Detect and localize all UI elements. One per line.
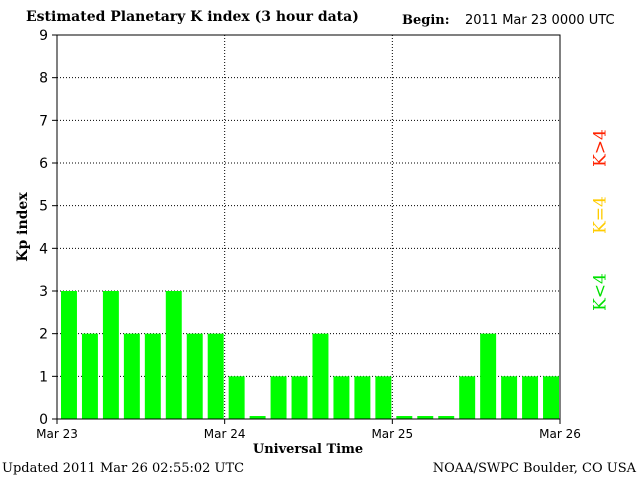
legend-item-1: K=4 (591, 196, 611, 234)
plot-frame (56, 34, 561, 420)
bar-12 (312, 333, 329, 419)
bar-7 (207, 333, 224, 419)
bar-16 (396, 416, 413, 419)
bar-14 (354, 376, 371, 419)
bar-3 (123, 333, 140, 419)
y-axis-ticks: 0 1 2 3 4 5 6 7 8 9 (39, 28, 57, 428)
y-tick-label-4: 4 (39, 241, 48, 257)
bar-2 (102, 291, 119, 419)
bar-8 (228, 376, 245, 419)
y-axis-label: Kp index (15, 192, 31, 262)
chart-title: Estimated Planetary K index (3 hour data… (26, 9, 359, 25)
legend-item-2: K>4 (591, 129, 611, 167)
legend: K<4 K=4 K>4 (591, 129, 611, 311)
y-tick-label-0: 0 (39, 412, 48, 428)
bar-4 (144, 333, 161, 419)
y-tick-label-8: 8 (39, 71, 48, 87)
bar-21 (501, 376, 518, 419)
bar-6 (186, 333, 203, 419)
y-tick-label-6: 6 (39, 156, 48, 172)
bar-19 (459, 376, 476, 419)
begin-label: Begin: (402, 13, 450, 28)
y-tick-label-9: 9 (39, 28, 48, 44)
bar-20 (480, 333, 497, 419)
y-tick-label-7: 7 (39, 113, 48, 129)
x-tick-label-2: Mar 25 (371, 427, 413, 441)
y-tick-label-1: 1 (39, 369, 48, 385)
x-tick-label-0: Mar 23 (36, 427, 78, 441)
credit-text: NOAA/SWPC Boulder, CO USA (432, 461, 636, 476)
y-tick-label-3: 3 (39, 284, 48, 300)
y-tick-label-2: 2 (39, 327, 48, 343)
legend-item-0: K<4 (591, 273, 611, 311)
bar-13 (333, 376, 350, 419)
bar-11 (291, 376, 308, 419)
x-tick-label-3: Mar 26 (539, 427, 581, 441)
y-tick-label-5: 5 (39, 199, 48, 215)
bar-10 (270, 376, 287, 419)
bar-9 (249, 416, 266, 419)
bar-23 (543, 376, 559, 419)
x-axis-ticks: Mar 23 Mar 24 Mar 25 Mar 26 (36, 419, 581, 441)
begin-value: 2011 Mar 23 0000 UTC (465, 13, 615, 28)
bar-15 (375, 376, 392, 419)
bar-17 (417, 416, 434, 419)
updated-timestamp: Updated 2011 Mar 26 02:55:02 UTC (2, 461, 245, 476)
chart-bars (61, 291, 559, 419)
x-tick-label-1: Mar 24 (204, 427, 246, 441)
x-axis-label: Universal Time (253, 442, 363, 457)
bar-22 (522, 376, 539, 419)
bar-18 (438, 416, 455, 419)
bar-5 (165, 291, 182, 419)
bar-1 (81, 333, 98, 419)
bar-0 (61, 291, 77, 419)
chart-grid (57, 35, 560, 419)
